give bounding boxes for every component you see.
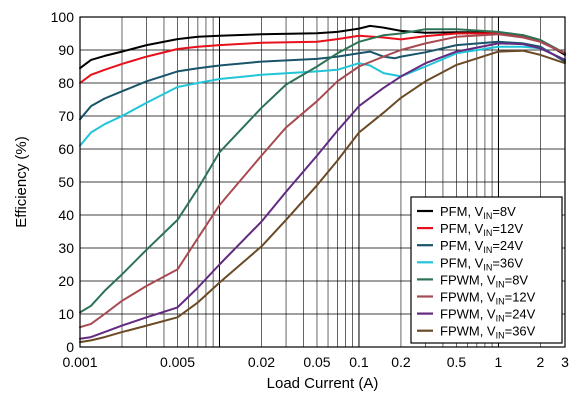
legend-box bbox=[410, 196, 563, 344]
series-line-6 bbox=[79, 33, 566, 329]
series-lines bbox=[79, 24, 566, 344]
y-tick-label: 60 bbox=[58, 141, 74, 157]
legend-entry: PFM, VIN=24V bbox=[440, 238, 523, 255]
legend-entry: FPWM, VIN=36V bbox=[440, 324, 536, 341]
x-tick-label: 1 bbox=[495, 354, 503, 370]
y-tick-labels: 0 10 20 30 40 50 60 70 80 90 100 bbox=[51, 9, 75, 355]
x-tick-label: 2 bbox=[537, 354, 545, 370]
x-tick-label: 3 bbox=[561, 354, 569, 370]
legend-entry: FPWM, VIN=8V bbox=[440, 272, 528, 289]
series-line-4 bbox=[79, 45, 566, 147]
x-tick-label: 0.1 bbox=[349, 354, 369, 370]
x-tick-label: 0.5 bbox=[447, 354, 467, 370]
y-tick-label: 80 bbox=[58, 75, 74, 91]
y-tick-label: 20 bbox=[58, 273, 74, 289]
y-tick-label: 10 bbox=[58, 306, 74, 322]
series-line-7 bbox=[79, 42, 566, 340]
y-tick-label: 50 bbox=[58, 174, 74, 190]
legend-entry: PFM, VIN=36V bbox=[440, 255, 523, 272]
y-tick-label: 0 bbox=[66, 339, 74, 355]
x-tick-labels: 0.001 0.005 0.02 0.05 0.1 0.2 0.5 1 2 3 bbox=[62, 354, 569, 370]
y-tick-label: 30 bbox=[58, 240, 74, 256]
legend-entry: PFM, VIN=12V bbox=[440, 221, 523, 238]
legend-entry: FPWM, VIN=24V bbox=[440, 307, 536, 324]
legend-entry: FPWM, VIN=12V bbox=[440, 290, 536, 307]
series-line-3 bbox=[79, 40, 566, 121]
series-line-8 bbox=[79, 49, 566, 344]
x-axis-label: Load Current (A) bbox=[267, 375, 379, 392]
series-line-5 bbox=[79, 28, 566, 314]
legend-entry: PFM, VIN=8V bbox=[440, 204, 516, 221]
x-tick-label: 0.02 bbox=[248, 354, 275, 370]
y-tick-label: 40 bbox=[58, 207, 74, 223]
y-tick-label: 100 bbox=[51, 9, 75, 25]
y-tick-label: 70 bbox=[58, 108, 74, 124]
x-tick-label: 0.2 bbox=[391, 354, 411, 370]
series-line-1 bbox=[79, 24, 566, 70]
x-tick-label: 0.05 bbox=[303, 354, 330, 370]
x-tick-label: 0.001 bbox=[62, 354, 97, 370]
y-tick-label: 90 bbox=[58, 42, 74, 58]
y-axis-label: Efficiency (%) bbox=[13, 136, 30, 227]
plot-frame bbox=[79, 16, 566, 348]
x-tick-label: 0.005 bbox=[160, 354, 195, 370]
series-line-2 bbox=[79, 32, 566, 84]
